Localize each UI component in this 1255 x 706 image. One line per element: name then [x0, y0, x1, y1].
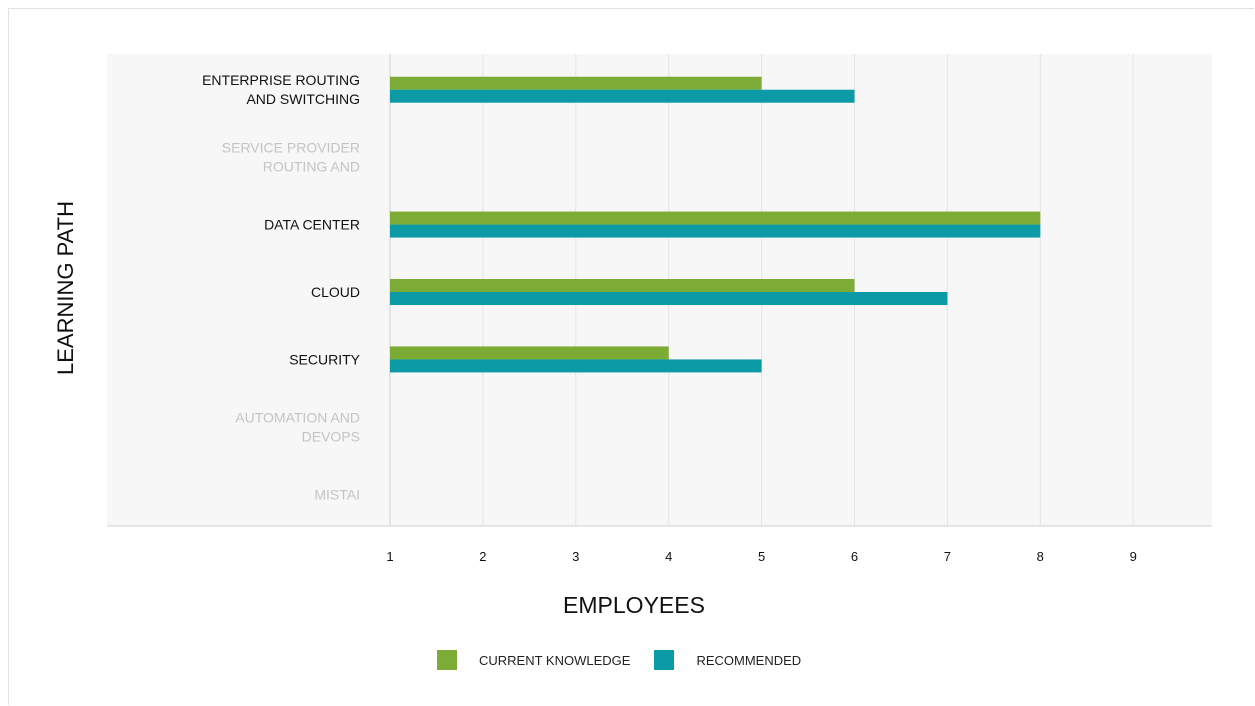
- legend-swatch-current-knowledge: [437, 650, 457, 670]
- category-label-4-line-0: SECURITY: [289, 351, 360, 367]
- bars: [390, 76, 1041, 373]
- bar-current-knowledge-2[interactable]: [390, 211, 1041, 225]
- category-label-1-line-1: ROUTING AND: [263, 159, 360, 175]
- category-label-6-line-0: MISTAI: [314, 486, 360, 502]
- x-tick-label-2: 2: [479, 549, 486, 564]
- x-tick-label-8: 8: [1037, 549, 1044, 564]
- legend: CURRENT KNOWLEDGE RECOMMENDED: [437, 650, 825, 670]
- category-label-0-line-1: AND SWITCHING: [246, 91, 360, 107]
- x-tick-label-4: 4: [665, 549, 672, 564]
- category-label-5-line-0: AUTOMATION AND: [235, 409, 360, 425]
- bar-current-knowledge-4[interactable]: [390, 346, 669, 360]
- legend-label-recommended: RECOMMENDED: [696, 652, 802, 668]
- legend-item-recommended[interactable]: RECOMMENDED: [654, 650, 801, 670]
- x-tick-labels: 1 2 3 4 5 6 7 8 9: [386, 549, 1136, 564]
- x-tick-label-1: 1: [386, 549, 393, 564]
- x-tick-label-6: 6: [851, 549, 858, 564]
- x-tick-label-7: 7: [944, 549, 951, 564]
- category-labels: ENTERPRISE ROUTING AND SWITCHING SERVICE P…: [202, 72, 361, 502]
- legend-swatch-recommended: [654, 650, 675, 670]
- bar-recommended-0[interactable]: [390, 89, 855, 103]
- bar-recommended-2[interactable]: [390, 224, 1041, 238]
- category-label-0-line-0: ENTERPRISE ROUTING: [202, 72, 360, 88]
- x-tick-label-5: 5: [758, 549, 765, 564]
- bar-current-knowledge-3[interactable]: [390, 279, 855, 292]
- category-label-5-line-1: DEVOPS: [302, 428, 360, 444]
- legend-item-current-knowledge[interactable]: CURRENT KNOWLEDGE: [437, 650, 630, 670]
- category-label-3-line-0: CLOUD: [311, 284, 360, 300]
- legend-label-current-knowledge: CURRENT KNOWLEDGE: [479, 652, 631, 668]
- bar-current-knowledge-0[interactable]: [390, 76, 762, 90]
- x-axis-title: EMPLOYEES: [563, 592, 705, 618]
- y-axis-title: LEARNING PATH: [53, 201, 78, 375]
- bar-recommended-3[interactable]: [390, 292, 948, 305]
- category-label-1-line-0: SERVICE PROVIDER: [222, 140, 360, 156]
- bar-recommended-4[interactable]: [390, 359, 762, 373]
- chart-frame: [8, 8, 1254, 705]
- x-tick-label-3: 3: [572, 549, 579, 564]
- category-label-2-line-0: DATA CENTER: [264, 217, 360, 233]
- x-tick-label-9: 9: [1130, 549, 1137, 564]
